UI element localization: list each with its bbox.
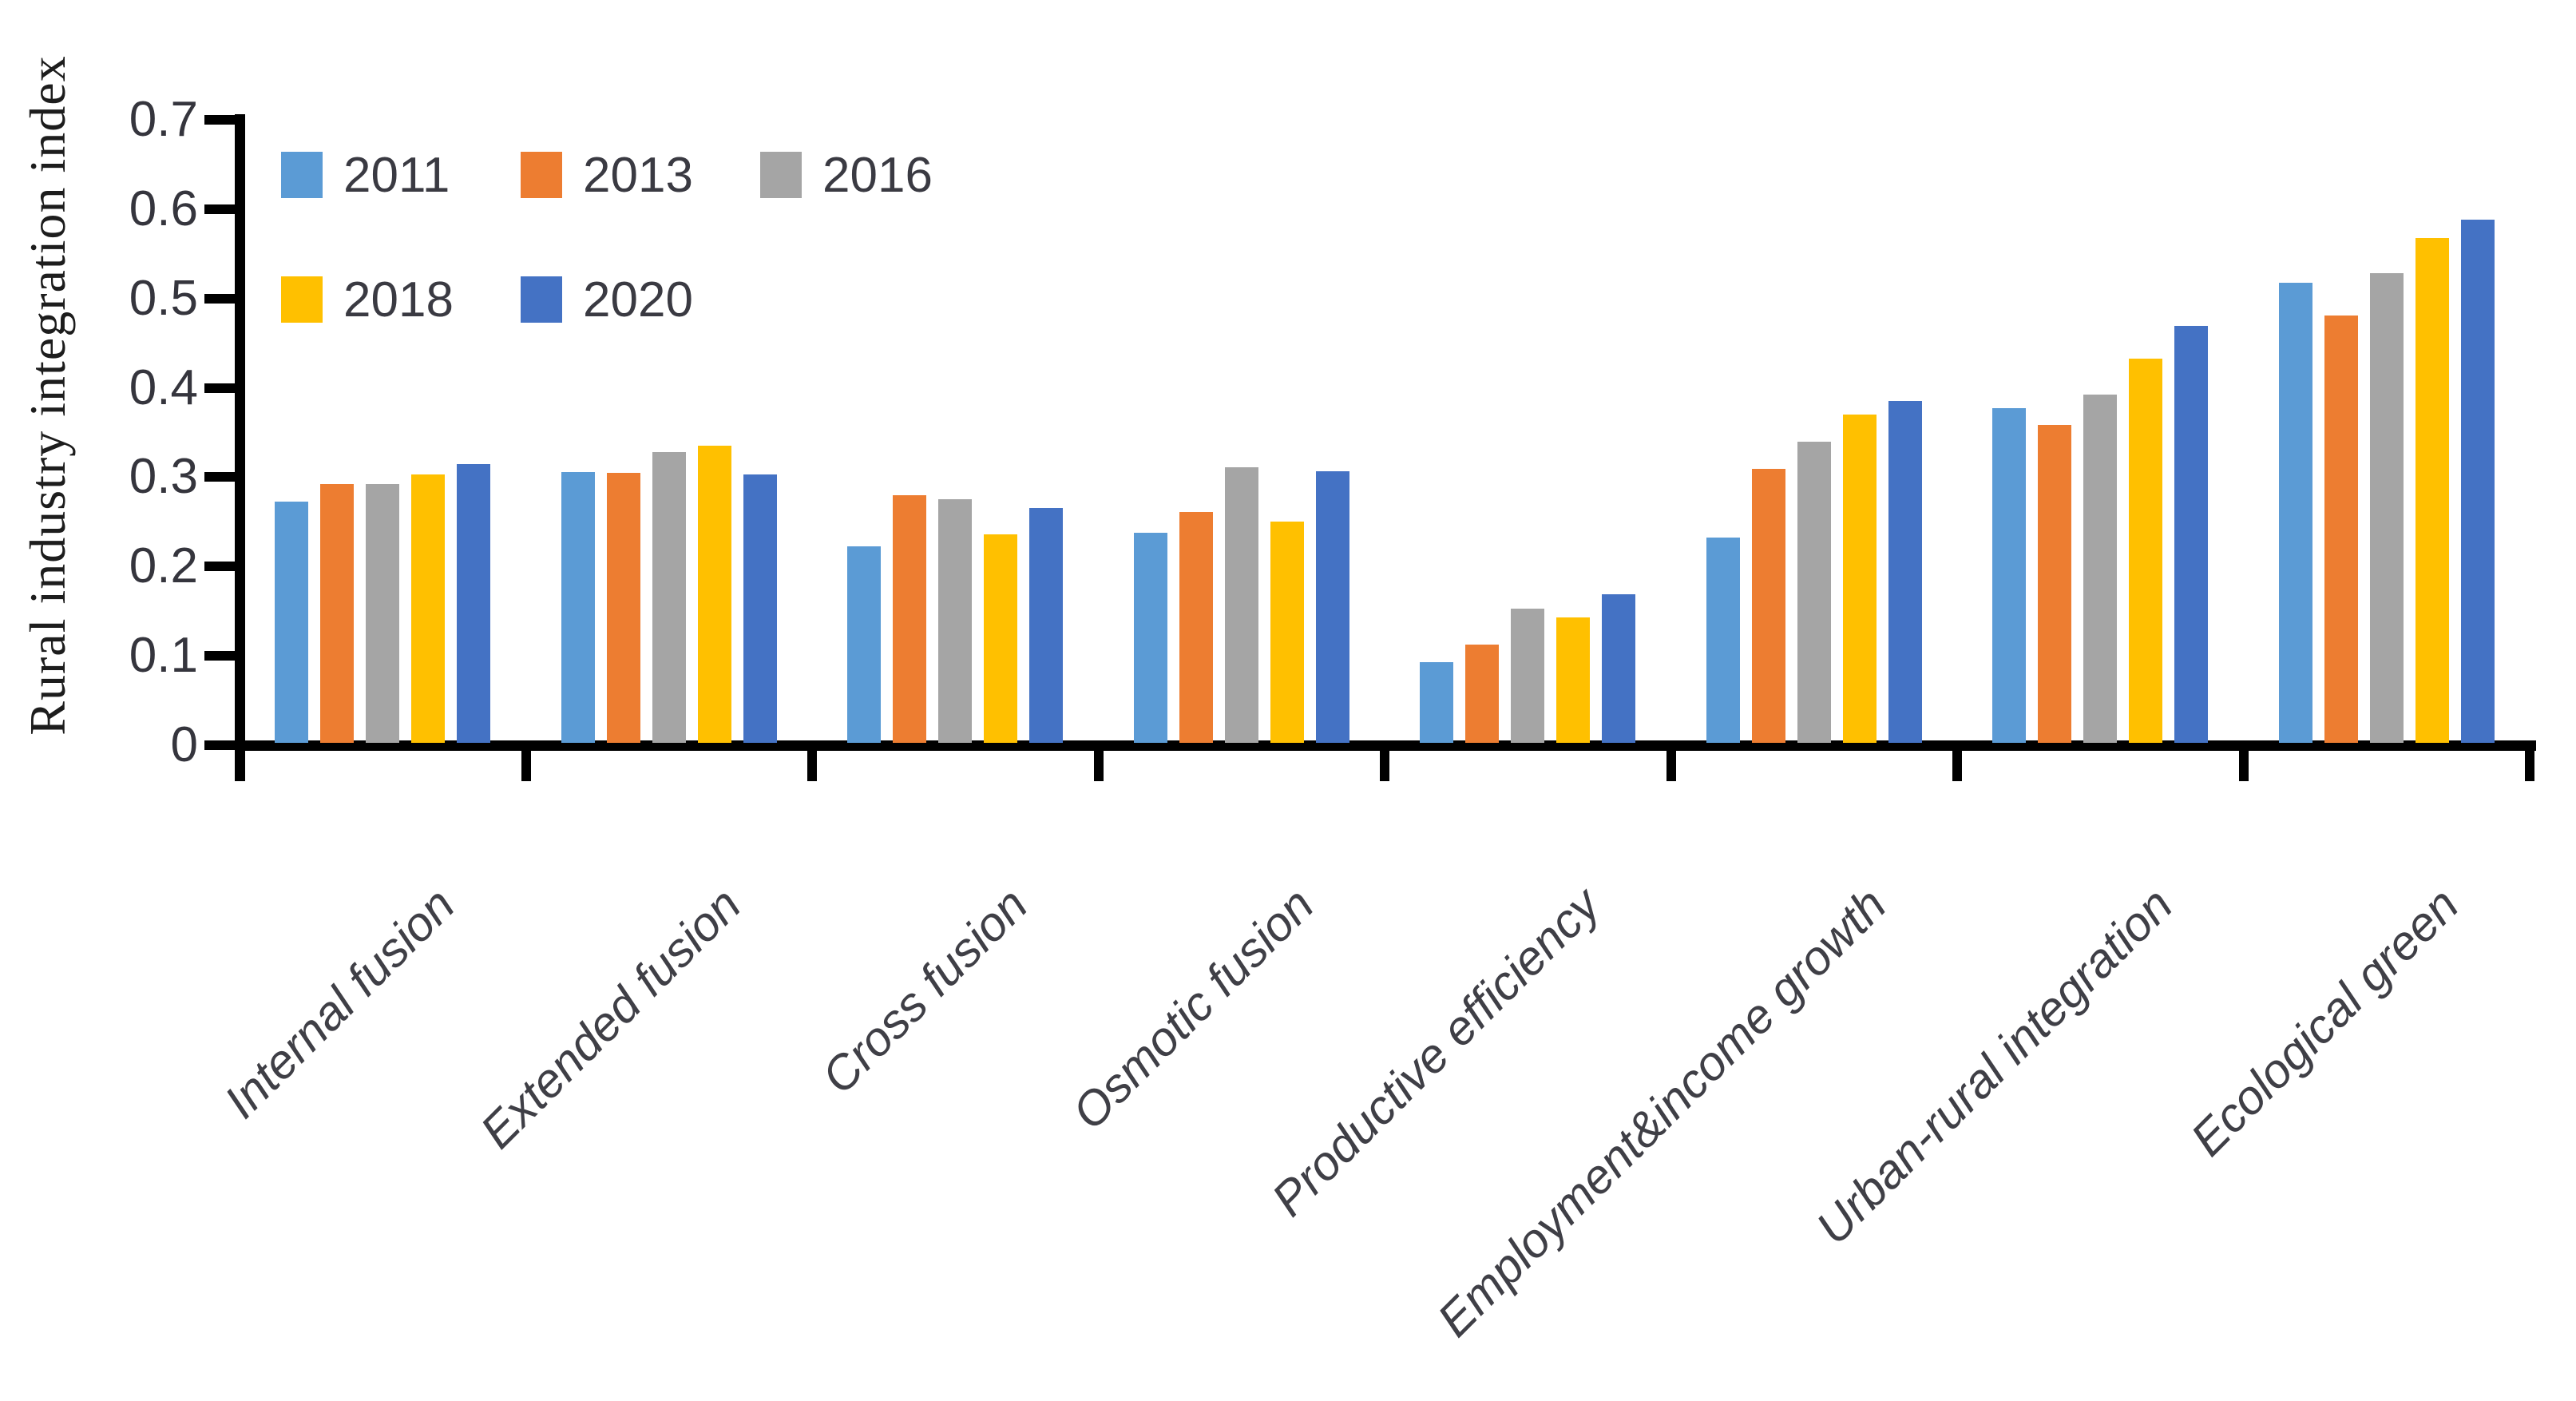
legend-label-2016: 2016: [822, 148, 933, 203]
bar-2013-extended-fusion: [606, 473, 640, 743]
x-tick: [1666, 745, 1676, 781]
x-category-label: Osmotic fusion: [1061, 877, 1324, 1140]
x-category-label: Employment&income growth: [1427, 877, 1896, 1347]
y-tick-label: 0.6: [129, 181, 198, 236]
bar-2011-productive-efficiency: [1420, 662, 1454, 743]
y-tick-label: 0.5: [129, 270, 198, 326]
y-tick: [204, 293, 245, 304]
bar-2018-internal-fusion: [411, 474, 446, 743]
y-tick: [204, 472, 245, 482]
bar-2011-extended-fusion: [561, 472, 595, 743]
bar-2016-internal-fusion: [366, 483, 400, 743]
y-tick: [204, 740, 245, 750]
x-tick: [1952, 745, 1962, 781]
x-tick: [2525, 745, 2534, 781]
bar-2018-extended-fusion: [697, 445, 731, 743]
bar-2013-osmotic-fusion: [1179, 512, 1213, 743]
bar-2020-ecological-green: [2460, 219, 2495, 743]
bar-2011-ecological-green: [2278, 282, 2312, 743]
bar-2020-cross-fusion: [1029, 507, 1064, 743]
x-tick: [521, 745, 531, 781]
bar-2020-osmotic-fusion: [1315, 470, 1349, 743]
bar-2013-ecological-green: [2324, 316, 2358, 743]
x-category-label: Productive efficiency: [1261, 877, 1611, 1227]
bar-2020-extended-fusion: [743, 474, 777, 743]
bar-2016-urban-rural-integration: [2083, 394, 2118, 743]
legend-label-2020: 2020: [583, 272, 693, 327]
x-category-label: Cross fusion: [811, 877, 1038, 1104]
bar-2013-employment-income-growth: [1751, 468, 1785, 743]
y-tick-label: 0.2: [129, 538, 198, 594]
bar-2011-urban-rural-integration: [1992, 407, 2027, 743]
bar-2020-urban-rural-integration: [2174, 325, 2209, 743]
bar-2016-extended-fusion: [652, 452, 686, 743]
bar-2020-productive-efficiency: [1602, 594, 1636, 743]
legend-label-2013: 2013: [583, 148, 693, 203]
legend-label-2018: 2018: [343, 272, 454, 327]
y-tick-label: 0: [170, 717, 198, 772]
x-tick: [1093, 745, 1104, 781]
y-tick: [204, 651, 245, 661]
legend-swatch-2018: [281, 276, 323, 323]
y-tick-label: 0.3: [129, 449, 198, 505]
bar-2018-osmotic-fusion: [1270, 521, 1304, 743]
bar-2016-ecological-green: [2369, 272, 2404, 743]
x-tick: [235, 745, 244, 781]
y-tick: [204, 562, 245, 572]
bar-2011-osmotic-fusion: [1133, 533, 1167, 743]
y-tick-label: 0.4: [129, 359, 198, 415]
bar-2016-employment-income-growth: [1797, 442, 1831, 743]
bar-2020-internal-fusion: [457, 463, 491, 743]
x-category-label: Ecological green: [2180, 877, 2469, 1166]
bar-2016-osmotic-fusion: [1224, 467, 1258, 743]
legend-swatch-2020: [521, 276, 562, 323]
bar-2011-internal-fusion: [275, 501, 309, 743]
y-tick: [204, 383, 245, 393]
bar-2018-urban-rural-integration: [2129, 359, 2163, 743]
legend-swatch-2013: [521, 152, 562, 198]
y-tick-label: 0.1: [129, 628, 198, 684]
y-tick: [204, 204, 245, 214]
bar-2018-ecological-green: [2415, 237, 2449, 743]
bar-2018-productive-efficiency: [1556, 617, 1591, 743]
legend-swatch-2011: [281, 152, 323, 198]
bar-2018-cross-fusion: [984, 534, 1018, 743]
y-tick: [204, 114, 245, 125]
bar-2016-productive-efficiency: [1511, 609, 1545, 743]
x-tick: [2238, 745, 2249, 781]
bar-2013-urban-rural-integration: [2038, 424, 2072, 743]
legend-swatch-2016: [760, 152, 802, 198]
y-tick-label: 0.7: [129, 91, 198, 147]
x-tick: [1380, 745, 1389, 781]
bar-2013-internal-fusion: [320, 483, 355, 743]
bar-2011-cross-fusion: [847, 546, 882, 743]
bar-2013-cross-fusion: [893, 495, 927, 743]
bar-2018-employment-income-growth: [1842, 415, 1877, 743]
legend-label-2011: 2011: [343, 148, 450, 203]
bar-2011-employment-income-growth: [1706, 537, 1740, 743]
y-axis-line: [234, 114, 245, 781]
x-category-label: Internal fusion: [214, 877, 466, 1129]
x-tick: [807, 745, 817, 781]
bar-2013-productive-efficiency: [1465, 644, 1500, 743]
bar-2016-cross-fusion: [938, 498, 973, 743]
x-category-label: Extended fusion: [470, 877, 751, 1159]
bar-2020-employment-income-growth: [1888, 400, 1922, 743]
